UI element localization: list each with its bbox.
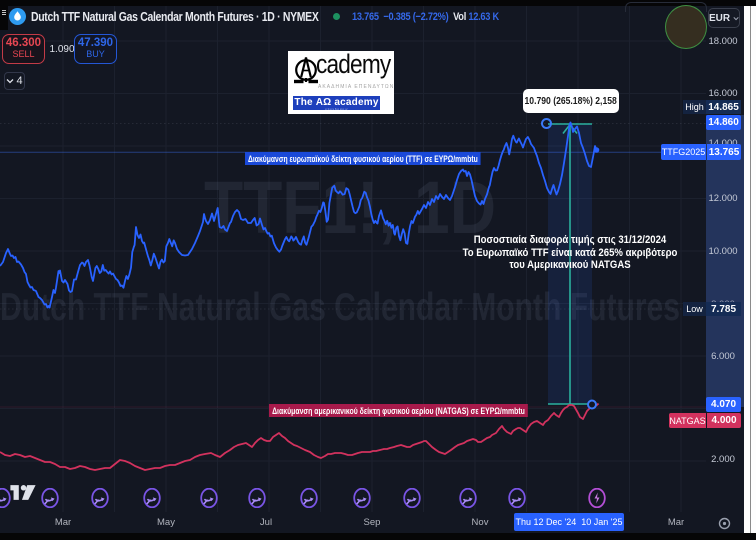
svg-text:TTF1!, 1D: TTF1!, 1D [204,166,496,249]
svg-text:Dutch TTF Natural Gas Calendar: Dutch TTF Natural Gas Calendar Month Fut… [0,286,680,329]
